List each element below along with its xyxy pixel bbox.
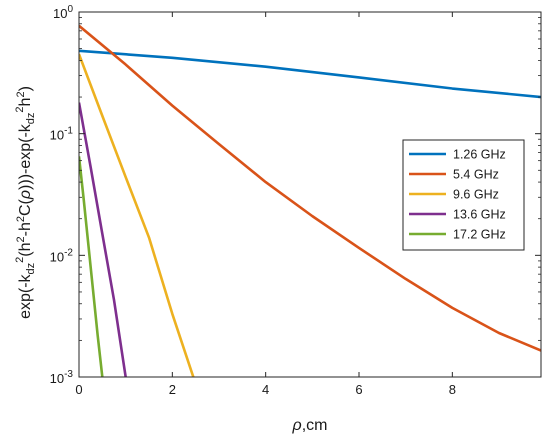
y-tick-label: 10-3 xyxy=(50,369,74,386)
y-tick-label: 10-1 xyxy=(50,126,74,143)
legend-label: 5.4 GHz xyxy=(453,168,499,182)
series-line-3 xyxy=(79,102,127,377)
legend-label: 13.6 GHz xyxy=(453,208,506,222)
legend-label: 17.2 GHz xyxy=(453,228,506,242)
series-layer xyxy=(79,24,541,377)
series-line-4 xyxy=(79,156,104,377)
series-line-0 xyxy=(79,49,541,99)
x-tick-label: 4 xyxy=(262,382,269,397)
y-tick-label: 10-2 xyxy=(50,247,74,264)
legend-label: 9.6 GHz xyxy=(453,188,499,202)
y-axis-label: exp(-kdz2(h2-h2C(ρ)))-exp(-kdz2h2) xyxy=(14,86,37,319)
x-tick-label: 2 xyxy=(169,382,176,397)
x-tick-label: 0 xyxy=(75,382,82,397)
x-tick-label: 8 xyxy=(449,382,456,397)
legend: 1.26 GHz 5.4 GHz 9.6 GHz 13.6 GHz 17.2 GHz xyxy=(402,139,525,251)
y-tick-label: 100 xyxy=(53,4,73,21)
axes-layer: 0 2 4 6 8 10-3 10-2 10-1 100 xyxy=(50,4,542,397)
legend-label: 1.26 GHz xyxy=(453,148,506,162)
axes-box xyxy=(78,11,542,378)
series-line-2 xyxy=(79,53,195,377)
series-line-1 xyxy=(79,24,541,352)
x-axis-label: ρ,cm xyxy=(292,417,328,434)
x-tick-label: 6 xyxy=(355,382,362,397)
